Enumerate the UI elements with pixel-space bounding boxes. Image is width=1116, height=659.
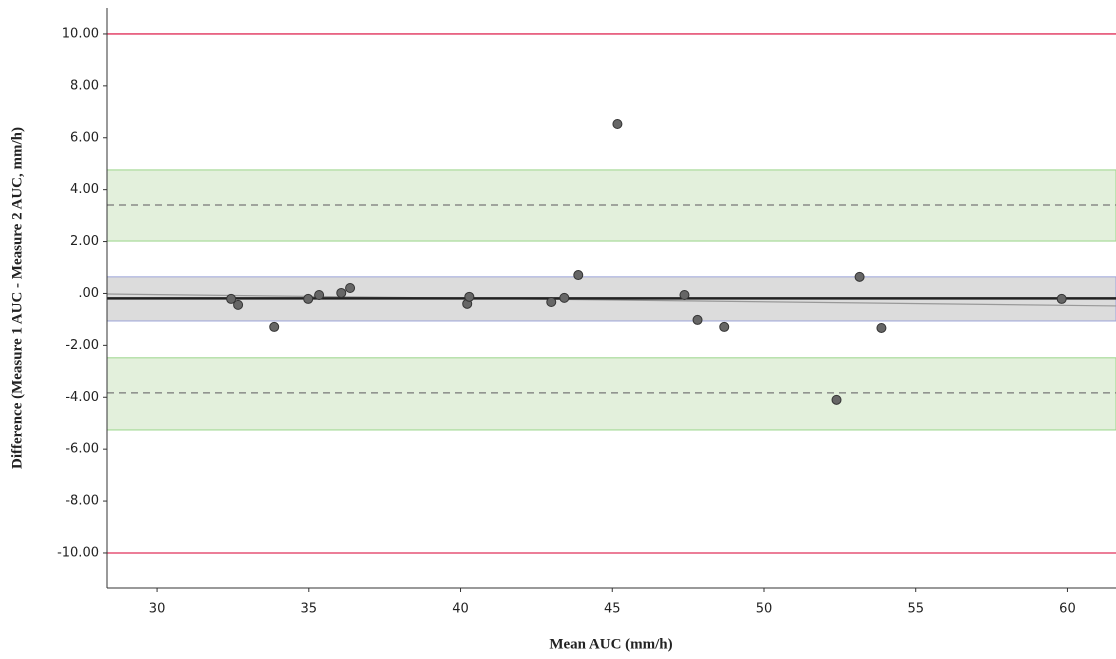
data-point bbox=[345, 283, 356, 294]
data-point bbox=[314, 290, 325, 301]
y-tick-label: -4.00 bbox=[65, 390, 99, 405]
data-point bbox=[233, 299, 244, 310]
x-tick-label: 45 bbox=[604, 602, 621, 617]
data-point bbox=[876, 322, 887, 333]
agreement-band bbox=[106, 357, 1116, 431]
x-tick-label: 30 bbox=[149, 602, 166, 617]
data-point bbox=[692, 314, 703, 325]
y-tick-label: 8.00 bbox=[70, 78, 99, 93]
data-point bbox=[612, 119, 623, 129]
data-point bbox=[1056, 293, 1067, 304]
data-point bbox=[336, 287, 347, 298]
y-tick-label: -8.00 bbox=[65, 494, 99, 509]
data-point bbox=[854, 271, 865, 282]
data-point bbox=[303, 293, 314, 304]
data-point bbox=[269, 321, 280, 332]
x-axis-title: Mean AUC (mm/h) bbox=[549, 636, 672, 652]
data-point bbox=[559, 292, 570, 303]
y-tick-label: 10.00 bbox=[62, 26, 99, 41]
x-tick-label: 55 bbox=[907, 602, 924, 617]
data-point bbox=[226, 293, 237, 304]
x-tick-label: 50 bbox=[756, 602, 773, 617]
y-tick-label: 6.00 bbox=[70, 130, 99, 145]
x-tick-label: 60 bbox=[1059, 602, 1076, 617]
regression-line bbox=[106, 293, 1116, 307]
y-tick-label: 2.00 bbox=[70, 234, 99, 249]
data-point bbox=[679, 290, 690, 301]
data-point bbox=[464, 291, 475, 302]
y-axis-title: Difference (Measure 1 AUC - Measure 2 AU… bbox=[9, 127, 25, 469]
data-point bbox=[546, 297, 557, 308]
y-tick-label: -10.00 bbox=[57, 545, 99, 560]
y-tick-label: 4.00 bbox=[70, 182, 99, 197]
data-point bbox=[573, 270, 584, 281]
x-tick-label: 35 bbox=[301, 602, 318, 617]
y-tick-label: -2.00 bbox=[65, 338, 99, 353]
y-tick-label: -6.00 bbox=[65, 442, 99, 457]
x-tick-label: 40 bbox=[452, 602, 469, 617]
y-tick-label: .00 bbox=[78, 286, 99, 301]
data-point bbox=[831, 394, 842, 405]
data-point bbox=[719, 321, 730, 332]
